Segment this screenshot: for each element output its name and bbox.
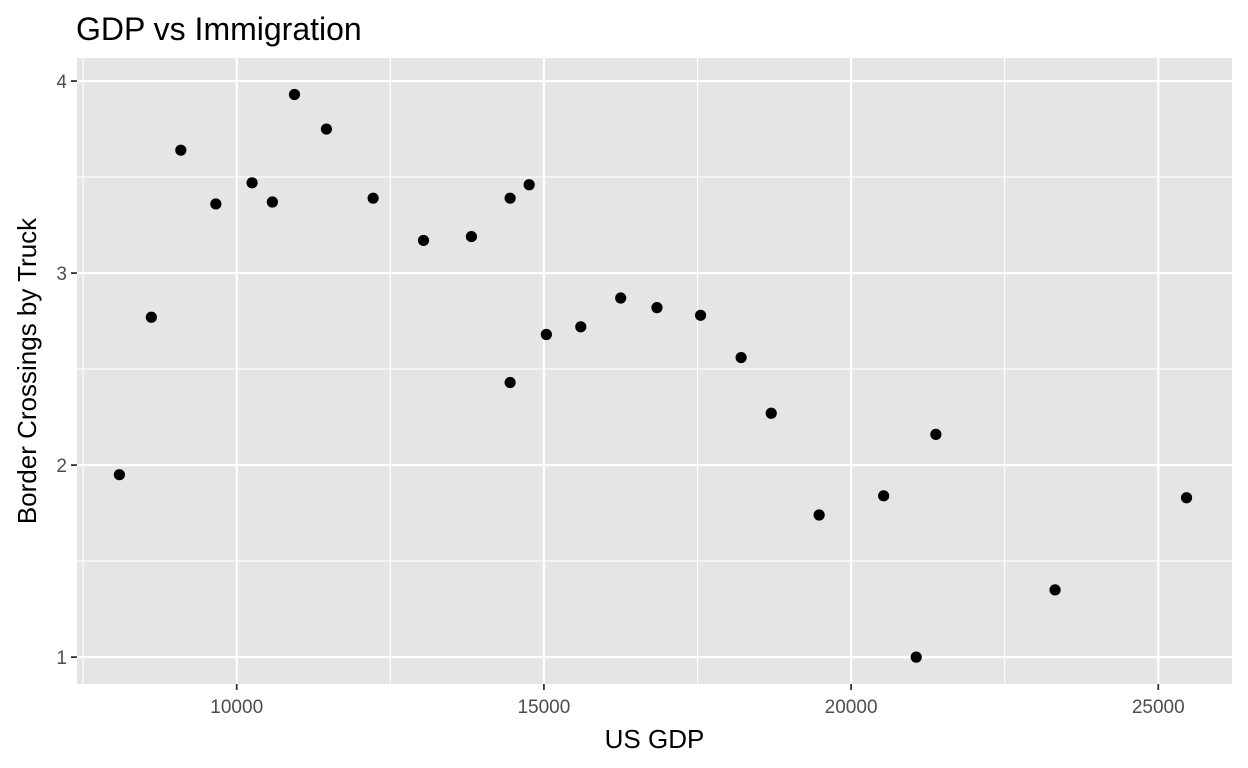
y-tick-label: 4 [56, 72, 67, 93]
x-axis-title: US GDP [605, 724, 705, 754]
data-point [765, 407, 777, 419]
plot-panel [77, 58, 1232, 684]
panel-background [77, 58, 1232, 684]
data-point [145, 311, 157, 323]
data-point [651, 302, 663, 314]
data-point [504, 192, 516, 204]
data-point [523, 179, 535, 191]
x-tick-label: 20000 [825, 697, 878, 718]
data-point [930, 428, 942, 440]
data-point [540, 328, 552, 341]
data-point [504, 376, 516, 389]
data-point [910, 651, 922, 663]
data-point [210, 198, 222, 210]
major-gridlines [77, 58, 1232, 684]
data-point [813, 509, 825, 521]
data-point [266, 196, 278, 208]
chart-title: GDP vs Immigration [76, 11, 362, 47]
data-point [367, 192, 379, 204]
data-point [175, 144, 187, 156]
data-point [113, 469, 125, 481]
data-point [575, 321, 587, 333]
data-point [1049, 584, 1061, 596]
y-tick-label: 2 [56, 456, 67, 477]
data-point [878, 490, 890, 502]
x-tick-label: 25000 [1132, 697, 1185, 718]
data-points [113, 88, 1193, 663]
minor-gridlines [77, 58, 1232, 684]
y-tick-label: 3 [56, 264, 67, 285]
data-point [320, 123, 333, 135]
data-point [417, 234, 430, 247]
x-tick-label: 10000 [210, 697, 263, 718]
data-point [288, 88, 301, 101]
data-point [694, 309, 707, 321]
y-tick-label: 1 [56, 648, 67, 669]
data-point [246, 177, 258, 189]
x-axis: 10000 15000 20000 25000 [210, 684, 1185, 718]
y-axis: 1 2 3 4 [56, 72, 77, 669]
data-point [615, 292, 627, 304]
x-tick-label: 15000 [517, 697, 570, 718]
data-point [1180, 492, 1193, 504]
data-point [465, 230, 478, 243]
y-axis-title: Border Crossings by Truck [12, 217, 42, 524]
data-point [735, 351, 747, 364]
